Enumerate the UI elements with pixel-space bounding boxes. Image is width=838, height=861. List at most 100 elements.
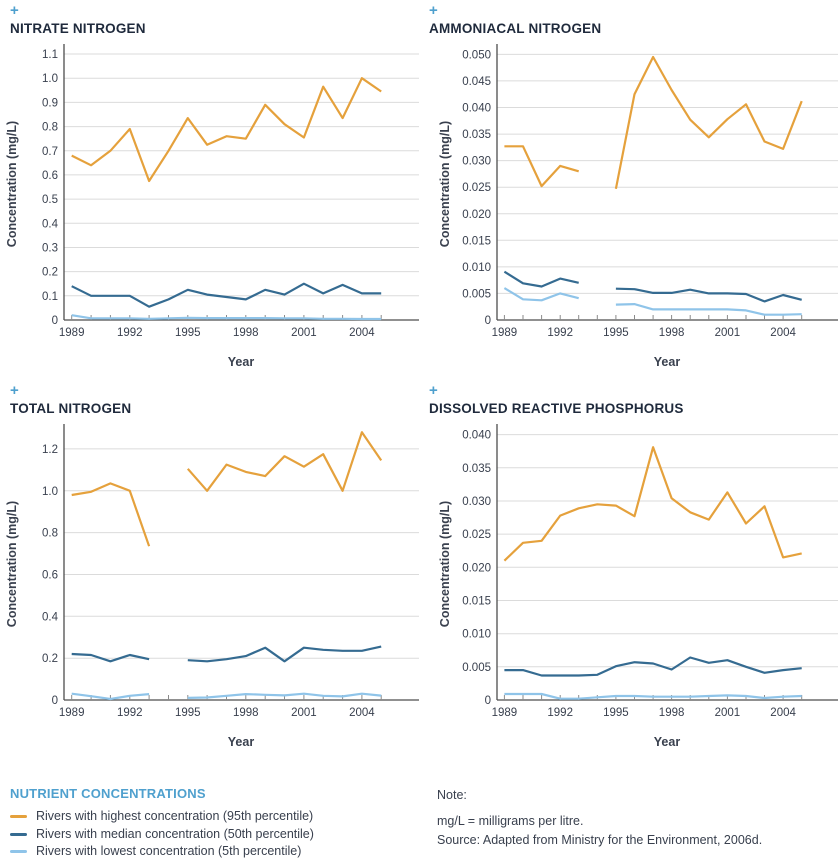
svg-text:0: 0 [52, 315, 58, 327]
svg-text:0.010: 0.010 [462, 629, 491, 641]
legend-item-label: Rivers with lowest concentration (5th pe… [36, 844, 302, 858]
svg-text:1992: 1992 [547, 327, 573, 339]
svg-text:1989: 1989 [59, 707, 85, 719]
svg-text:1989: 1989 [492, 707, 518, 719]
svg-text:Concentration (mg/L): Concentration (mg/L) [5, 501, 19, 627]
svg-text:0.045: 0.045 [462, 76, 491, 88]
svg-text:0.5: 0.5 [42, 194, 58, 206]
legend-item-highest: Rivers with highest concentration (95th … [10, 808, 425, 826]
svg-text:2001: 2001 [291, 707, 317, 719]
svg-text:1998: 1998 [233, 707, 259, 719]
note-label: Note: [437, 788, 467, 802]
chart-section-ammoniacal-nitrogen: + AMMONIACAL NITROGEN 0 0.005 0.010 0.015 0.… [419, 0, 838, 370]
svg-text:1.1: 1.1 [42, 49, 58, 61]
svg-text:0.4: 0.4 [42, 218, 59, 230]
svg-text:Concentration (mg/L): Concentration (mg/L) [5, 121, 19, 247]
expand-icon[interactable]: + [429, 382, 438, 399]
svg-text:2004: 2004 [349, 327, 375, 339]
svg-text:0.015: 0.015 [462, 596, 491, 608]
chart-section-dissolved-reactive-phosphorus: + DISSOLVED REACTIVE PHOSPHORUS 0 0.005 0.… [419, 380, 838, 750]
legend-item-label: Rivers with median concentration (50th p… [36, 826, 314, 841]
svg-text:0.3: 0.3 [42, 243, 58, 255]
chart-section-nitrate-nitrogen: + NITRATE NITROGEN 0 0.1 0.2 0.3 0.4 0.5 0.6 0.… [0, 0, 419, 370]
svg-text:0.035: 0.035 [462, 129, 491, 141]
svg-text:0.035: 0.035 [462, 463, 491, 475]
svg-text:1998: 1998 [659, 327, 685, 339]
legend-title: NUTRIENT CONCENTRATIONS [10, 786, 206, 801]
svg-text:0.005: 0.005 [462, 288, 491, 300]
svg-text:2004: 2004 [770, 707, 796, 719]
svg-text:1989: 1989 [492, 327, 518, 339]
figure-footer: NUTRIENT CONCENTRATIONS Rivers with high… [0, 786, 838, 861]
svg-text:1.0: 1.0 [42, 486, 58, 498]
median-line-swatch-icon [10, 832, 27, 836]
svg-text:1995: 1995 [603, 707, 629, 719]
charts-grid: + NITRATE NITROGEN 0 0.1 0.2 0.3 0.4 0.5 0.6 0.… [0, 0, 838, 750]
svg-text:Concentration (mg/L): Concentration (mg/L) [438, 121, 452, 247]
ammoniacal-nitrogen-plot: 0 0.005 0.010 0.015 0.020 0.025 0.030 0.035 0.04… [438, 44, 838, 369]
svg-text:0.2: 0.2 [42, 267, 58, 279]
svg-text:0.040: 0.040 [462, 103, 491, 115]
svg-text:Year: Year [228, 355, 255, 369]
svg-text:0.025: 0.025 [462, 182, 491, 194]
svg-text:0.050: 0.050 [462, 49, 491, 61]
svg-text:0: 0 [52, 695, 58, 707]
svg-text:0: 0 [485, 315, 491, 327]
svg-text:1995: 1995 [175, 327, 201, 339]
expand-icon[interactable]: + [10, 382, 19, 399]
highest-line-swatch-icon [10, 815, 27, 819]
chart-title-ammoniacal-nitrogen: AMMONIACAL NITROGEN [429, 21, 602, 36]
legend-item-median: Rivers with median concentration (50th p… [10, 826, 425, 844]
legend-item-lowest: Rivers with lowest concentration (5th pe… [10, 843, 425, 861]
svg-text:1998: 1998 [659, 707, 685, 719]
svg-text:1992: 1992 [117, 707, 143, 719]
svg-text:1995: 1995 [175, 707, 201, 719]
total-nitrogen-plot: 0 0.2 0.4 0.6 0.8 1.0 1.2 1989 1992 1995 1998 2001 2… [5, 424, 419, 749]
svg-text:0.010: 0.010 [462, 262, 491, 274]
svg-text:1992: 1992 [547, 707, 573, 719]
svg-text:Year: Year [228, 735, 255, 749]
svg-text:0.025: 0.025 [462, 529, 491, 541]
svg-text:0.8: 0.8 [42, 122, 58, 134]
svg-text:0.4: 0.4 [42, 611, 59, 623]
note-source-line: Source: Adapted from Ministry for the En… [437, 833, 763, 847]
expand-icon[interactable]: + [10, 2, 19, 19]
dissolved-reactive-phosphorus-plot: 0 0.005 0.010 0.015 0.020 0.025 0.030 0.035 0.04… [438, 424, 838, 749]
svg-text:0.2: 0.2 [42, 653, 58, 665]
svg-text:1989: 1989 [59, 327, 85, 339]
svg-text:0.005: 0.005 [462, 662, 491, 674]
svg-text:0.7: 0.7 [42, 146, 58, 158]
lowest-line-swatch-icon [10, 850, 27, 854]
legend: NUTRIENT CONCENTRATIONS Rivers with high… [0, 786, 425, 861]
chart-title-total-nitrogen: TOTAL NITROGEN [10, 401, 132, 416]
svg-text:0.040: 0.040 [462, 430, 491, 442]
svg-text:0: 0 [485, 695, 491, 707]
svg-text:2004: 2004 [349, 707, 375, 719]
svg-text:0.020: 0.020 [462, 562, 491, 574]
svg-text:2001: 2001 [715, 707, 741, 719]
svg-text:0.015: 0.015 [462, 235, 491, 247]
svg-text:2001: 2001 [715, 327, 741, 339]
svg-text:Year: Year [654, 735, 681, 749]
svg-text:2004: 2004 [770, 327, 796, 339]
chart-title-nitrate-nitrogen: NITRATE NITROGEN [10, 21, 146, 36]
note: Note: mg/L = milligrams per litre. Sourc… [425, 786, 762, 861]
chart-title-dissolved-reactive-phosphorus: DISSOLVED REACTIVE PHOSPHORUS [429, 401, 684, 416]
legend-item-label: Rivers with highest concentration (95th … [36, 809, 314, 823]
svg-text:0.9: 0.9 [42, 97, 58, 109]
svg-text:0.030: 0.030 [462, 496, 491, 508]
svg-text:Year: Year [654, 355, 681, 369]
nitrate-nitrogen-plot: 0 0.1 0.2 0.3 0.4 0.5 0.6 0.7 0.8 0.9 1.0 1.1 1989 19… [5, 44, 419, 369]
svg-text:0.6: 0.6 [42, 570, 58, 582]
svg-text:2001: 2001 [291, 327, 317, 339]
svg-text:0.1: 0.1 [42, 291, 58, 303]
svg-text:1.0: 1.0 [42, 73, 58, 85]
svg-text:Concentration (mg/L): Concentration (mg/L) [438, 501, 452, 627]
svg-text:1992: 1992 [117, 327, 143, 339]
svg-text:1995: 1995 [603, 327, 629, 339]
svg-text:0.020: 0.020 [462, 209, 491, 221]
note-unit-line: mg/L = milligrams per litre. [437, 814, 584, 828]
expand-icon[interactable]: + [429, 2, 438, 19]
svg-text:0.6: 0.6 [42, 170, 58, 182]
